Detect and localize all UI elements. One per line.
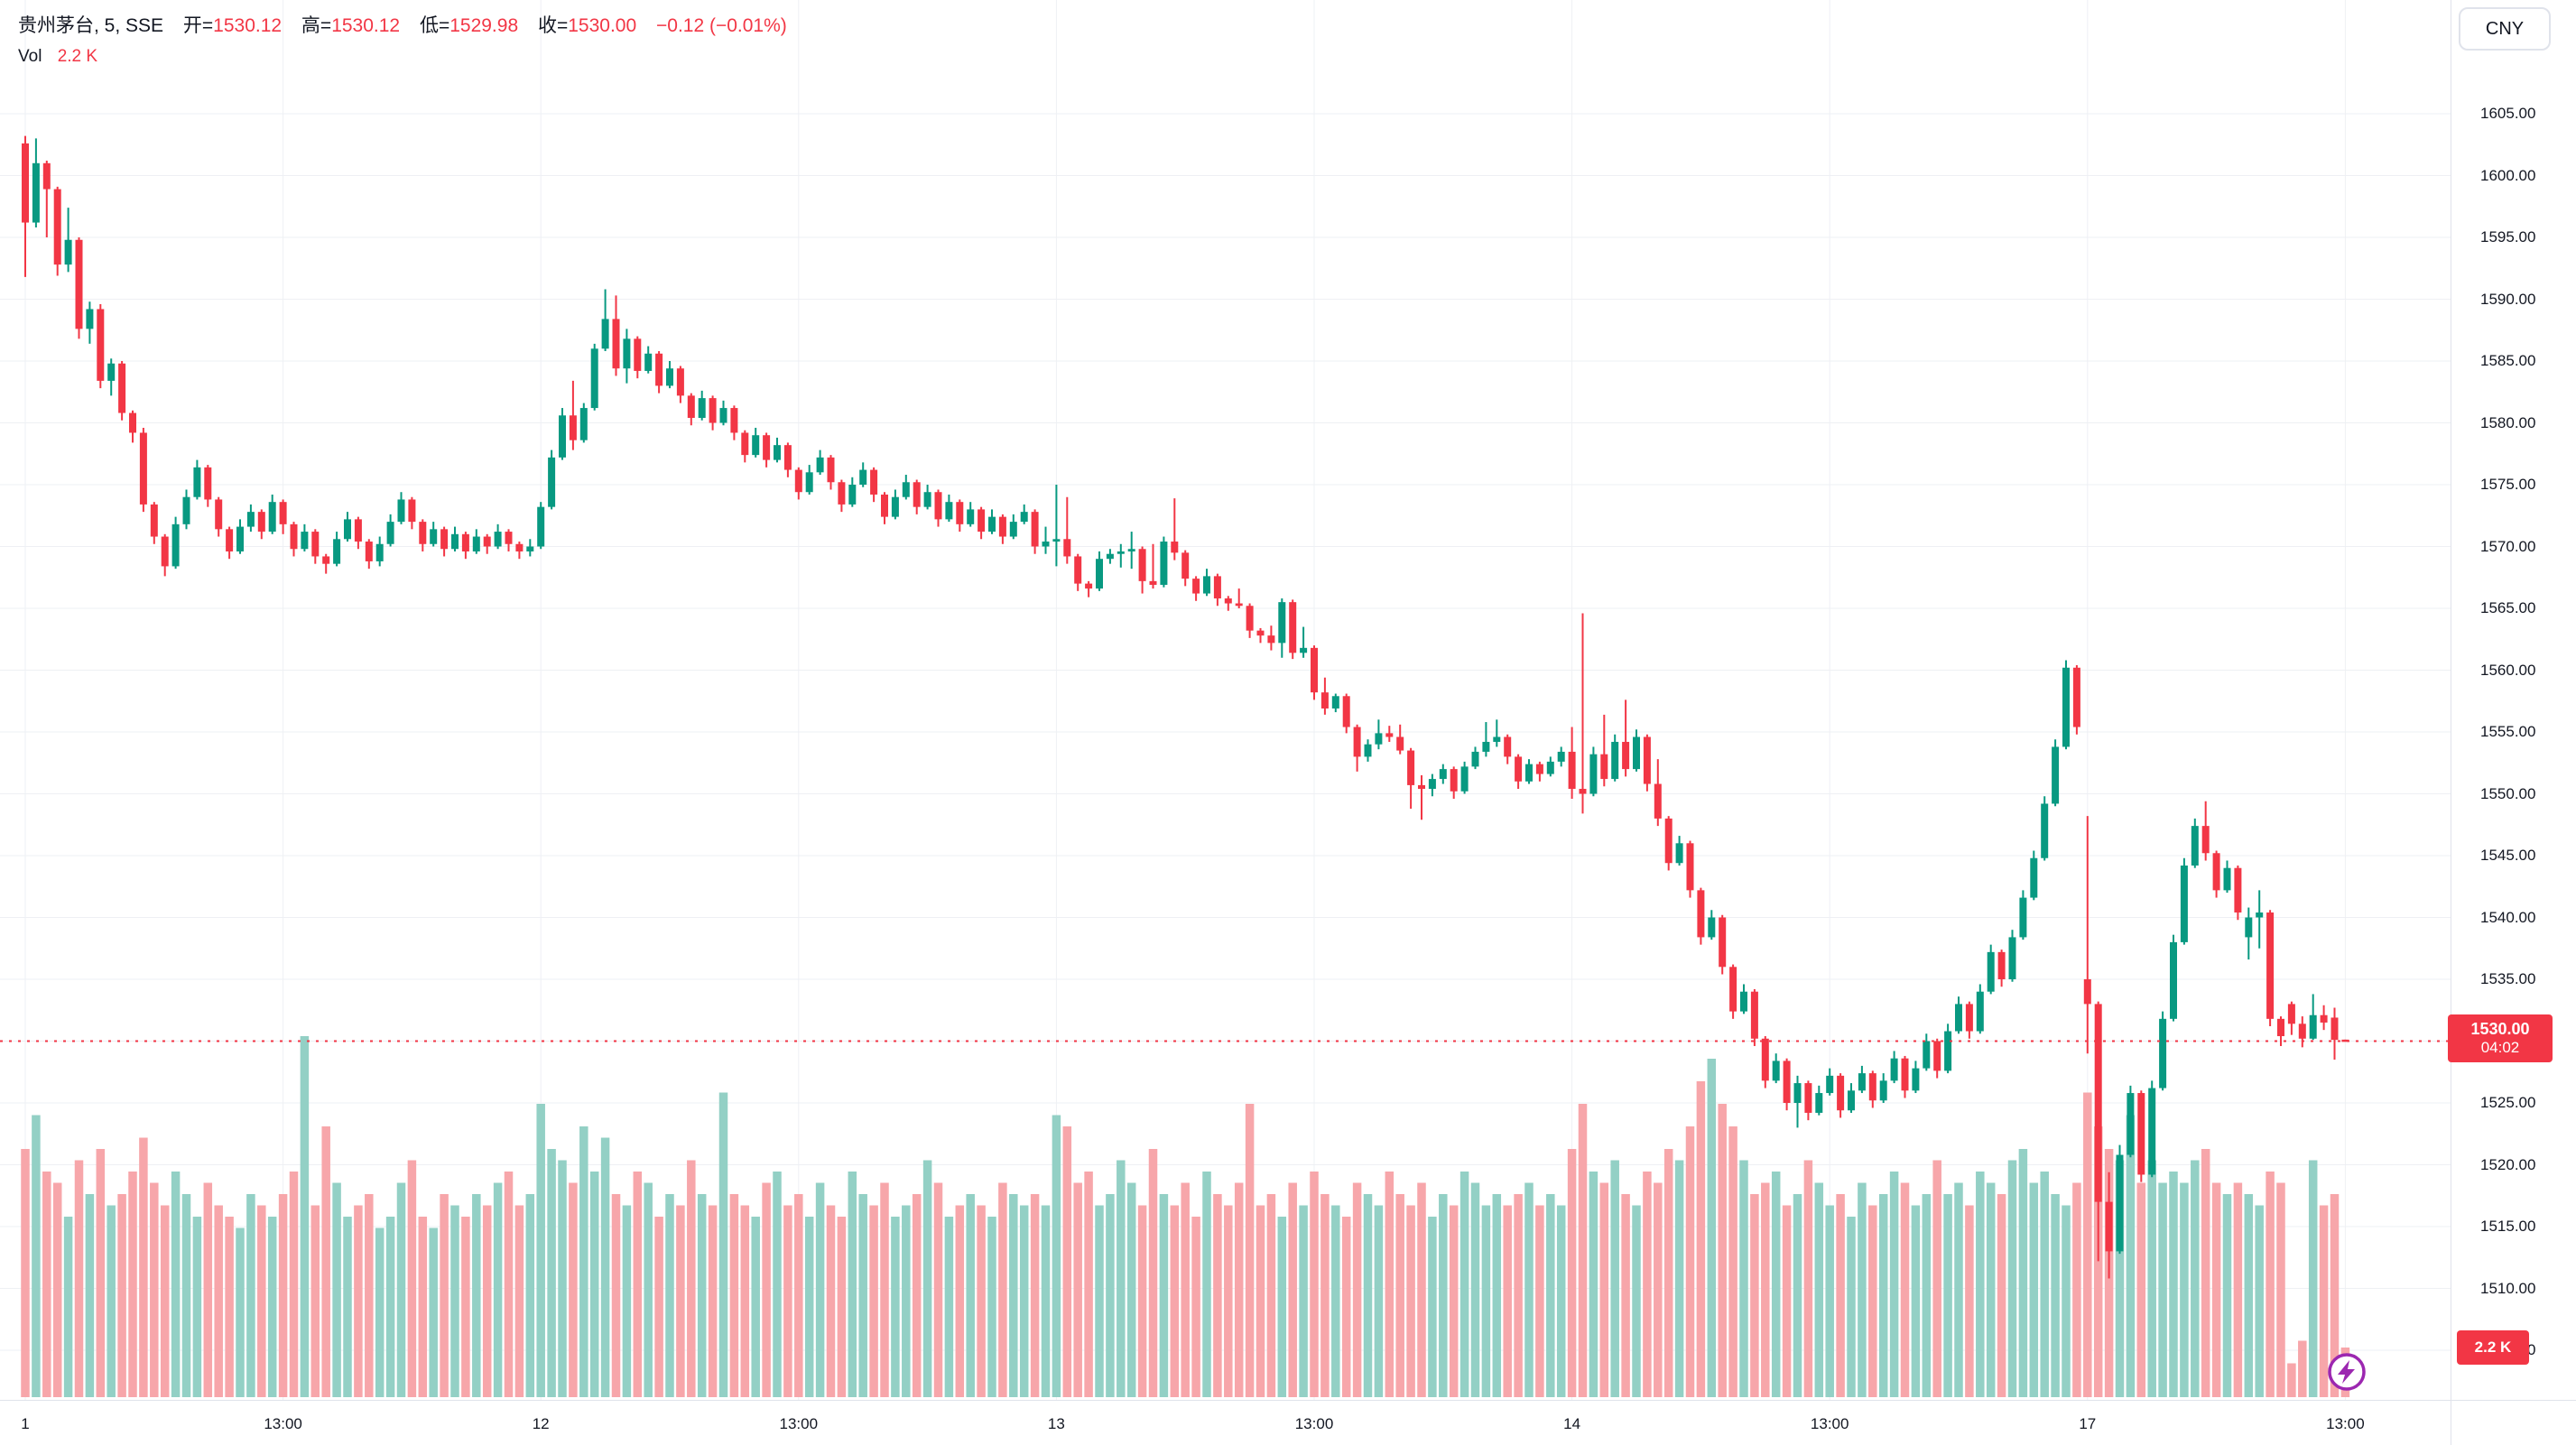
price-tick-label: 1520.00 <box>2480 1155 2536 1173</box>
time-tick-day-label: 13 <box>1047 1415 1065 1432</box>
volume-label: Vol <box>18 47 42 66</box>
volume-layer <box>21 1036 2350 1397</box>
symbol-title[interactable]: 贵州茅台, 5, SSE <box>18 15 164 36</box>
time-tick-day-label: 12 <box>532 1415 550 1432</box>
current-volume-badge: 2.2 K <box>2457 1330 2529 1365</box>
current-price-value: 1530.00 <box>2470 1019 2530 1038</box>
price-tick-label: 1535.00 <box>2480 970 2536 987</box>
price-tick-label: 1575.00 <box>2480 476 2536 493</box>
change-value: −0.12 (−0.01%) <box>656 15 787 36</box>
price-tick-label: 1550.00 <box>2480 784 2536 802</box>
flash-order-icon[interactable] <box>2327 1352 2367 1392</box>
time-tick-label: 13:00 <box>779 1415 819 1432</box>
price-tick-label: 1545.00 <box>2480 847 2536 864</box>
low-value: 1529.98 <box>449 15 519 36</box>
close-value: 1530.00 <box>568 15 637 36</box>
symbol-legend: 贵州茅台, 5, SSE 开=1530.12 高=1530.12 低=1529.… <box>18 11 787 67</box>
time-tick-day-label: 1 <box>21 1415 30 1432</box>
open-value: 1530.12 <box>213 15 283 36</box>
time-tick-label: 13:00 <box>1810 1415 1849 1432</box>
volume-value: 2.2 K <box>57 47 98 66</box>
price-tick-label: 1540.00 <box>2480 908 2536 926</box>
price-tick-label: 1560.00 <box>2480 661 2536 679</box>
price-tick-label: 1600.00 <box>2480 166 2536 184</box>
price-tick-label: 1605.00 <box>2480 105 2536 122</box>
price-tick-label: 1595.00 <box>2480 228 2536 245</box>
price-tick-label: 1585.00 <box>2480 352 2536 369</box>
time-tick-label: 13:00 <box>264 1415 302 1432</box>
candles-layer <box>22 135 2349 1279</box>
currency-button[interactable]: CNY <box>2459 7 2551 51</box>
volume-row: Vol 2.2 K <box>18 47 787 67</box>
high-label: 高= <box>301 15 332 36</box>
price-tick-label: 1525.00 <box>2480 1094 2536 1111</box>
grid-layer <box>0 0 2451 1400</box>
low-label: 低= <box>419 15 450 36</box>
price-tick-label: 1510.00 <box>2480 1279 2536 1297</box>
time-tick-day-label: 14 <box>1563 1415 1581 1432</box>
bar-countdown: 04:02 <box>2480 1038 2520 1056</box>
price-tick-label: 1555.00 <box>2480 723 2536 740</box>
price-tick-label: 1590.00 <box>2480 290 2536 308</box>
time-tick-day-label: 17 <box>2079 1415 2097 1432</box>
time-scale-border <box>0 1400 2576 1401</box>
price-tick-label: 1515.00 <box>2480 1218 2536 1235</box>
close-label: 收= <box>537 15 569 36</box>
lightning-bolt-icon <box>2338 1360 2355 1384</box>
time-tick-label: 13:00 <box>1294 1415 1334 1432</box>
symbol-ohlc-row: 贵州茅台, 5, SSE 开=1530.12 高=1530.12 低=1529.… <box>18 11 787 38</box>
current-price-badge: 1530.00 04:02 <box>2448 1014 2553 1062</box>
time-tick-label: 13:00 <box>2326 1415 2365 1432</box>
price-tick-label: 1570.00 <box>2480 537 2536 555</box>
price-tick-label: 1565.00 <box>2480 599 2536 616</box>
price-tick-label: 1580.00 <box>2480 413 2536 431</box>
open-label: 开= <box>182 15 214 36</box>
high-value: 1530.12 <box>331 15 401 36</box>
